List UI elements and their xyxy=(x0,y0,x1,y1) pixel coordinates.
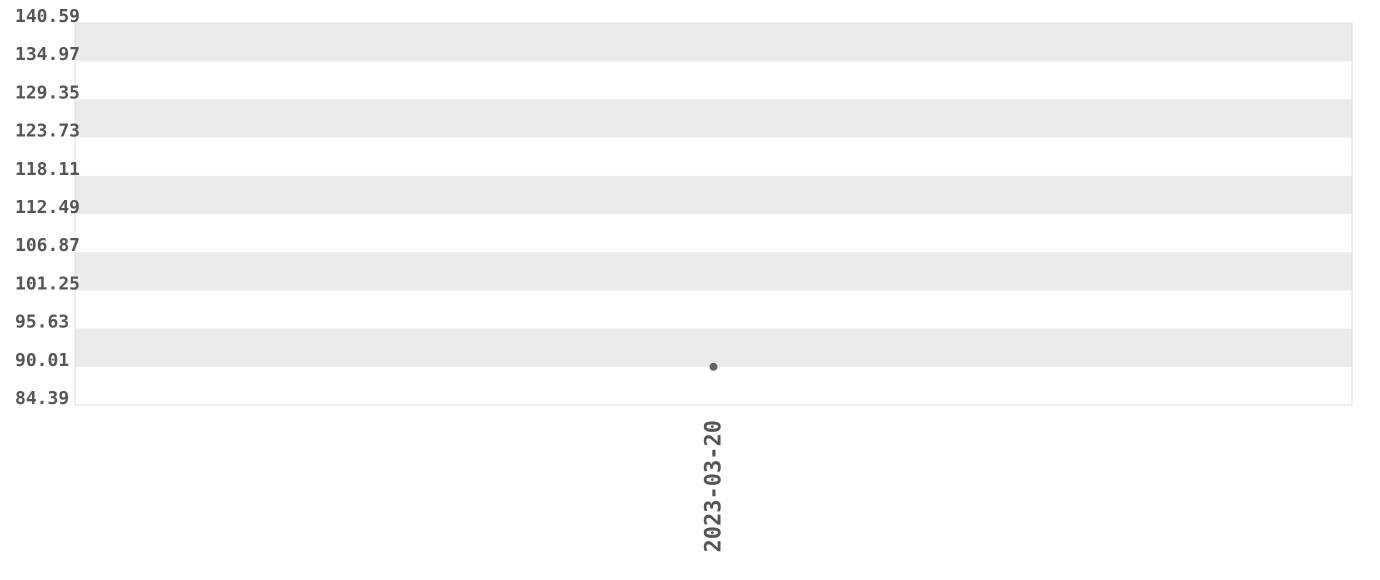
grid-band xyxy=(75,23,1352,62)
y-tick-label: 90.01 xyxy=(15,350,69,371)
y-tick-label: 101.25 xyxy=(15,273,80,294)
grid-band xyxy=(75,252,1352,291)
y-tick-label: 134.97 xyxy=(15,44,80,65)
y-tick-label: 118.11 xyxy=(15,159,80,180)
x-tick-label: 2023-03-20 xyxy=(702,420,727,552)
y-tick-label: 129.35 xyxy=(15,82,80,103)
grid-band xyxy=(75,328,1352,367)
y-tick-label: 84.39 xyxy=(15,388,69,409)
y-tick-label: 140.59 xyxy=(15,6,80,27)
grid-band xyxy=(75,99,1352,138)
y-tick-label: 112.49 xyxy=(15,197,80,218)
grid-band xyxy=(75,175,1352,214)
data-point xyxy=(709,362,718,371)
y-tick-label: 123.73 xyxy=(15,121,80,142)
plot-border xyxy=(74,22,1353,406)
y-tick-label: 106.87 xyxy=(15,235,80,256)
y-tick-label: 95.63 xyxy=(15,312,69,333)
